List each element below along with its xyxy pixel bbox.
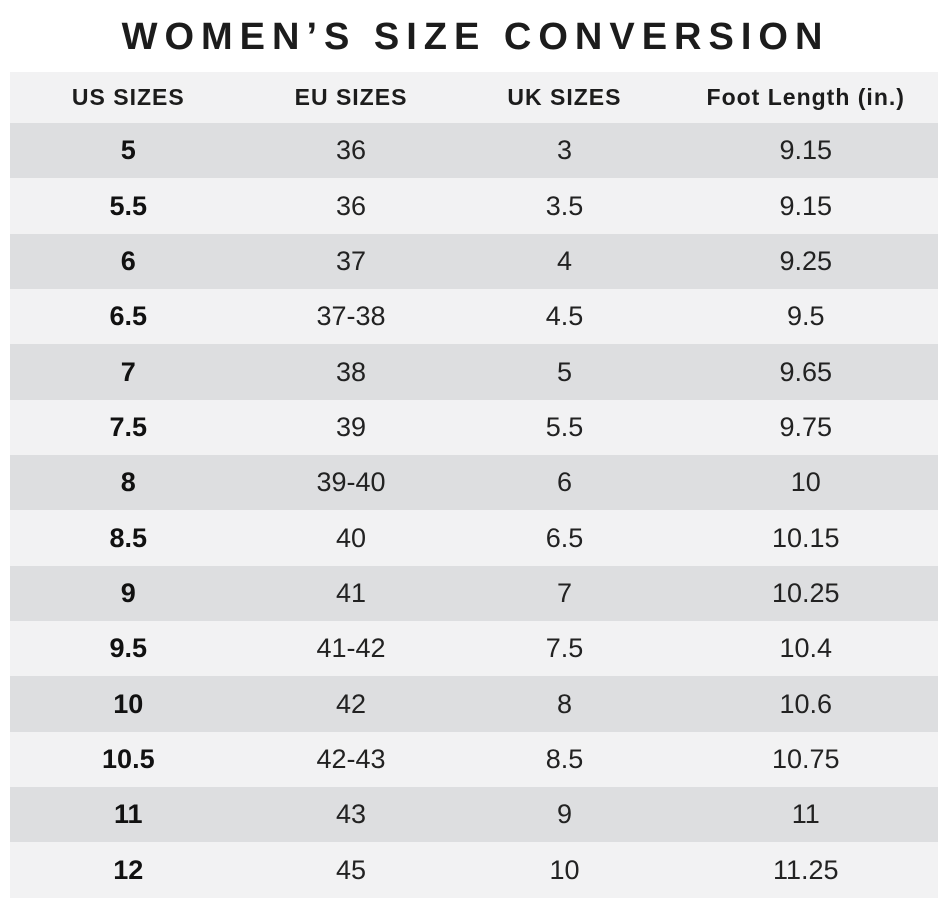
us-size-cell: 7 (120, 356, 136, 387)
uk-size-cell: 6.5 (545, 522, 584, 553)
uk-size-cell: 3.5 (545, 190, 584, 221)
table-row: 7 38 5 9.65 (10, 344, 938, 400)
us-size-cell: 7.5 (109, 411, 148, 442)
foot-length-cell: 9.65 (779, 356, 833, 387)
us-size-cell: 5 (120, 135, 136, 166)
table-row: 5.5 36 3.5 9.15 (10, 178, 938, 234)
table-row: 12 45 10 11.25 (10, 842, 938, 898)
eu-size-cell: 39-40 (316, 467, 386, 498)
foot-length-cell: 9.15 (779, 190, 833, 221)
column-header-foot-length: Foot Length (in.) (706, 84, 905, 110)
eu-size-cell: 39 (336, 411, 367, 442)
table-row: 10 42 8 10.6 (10, 676, 938, 732)
eu-size-cell: 40 (336, 522, 367, 553)
column-header-uk-sizes: UK SIZES (507, 84, 622, 110)
table-header-row: US SIZES EU SIZES UK SIZES Foot Length (… (10, 72, 938, 123)
foot-length-cell: 9.25 (779, 245, 833, 276)
uk-size-cell: 9 (556, 799, 572, 830)
us-size-cell: 11 (114, 799, 143, 830)
uk-size-cell: 4 (556, 245, 572, 276)
table-row: 9.5 41-42 7.5 10.4 (10, 621, 938, 677)
eu-size-cell: 42-43 (316, 743, 386, 774)
eu-size-cell: 41 (336, 577, 367, 608)
us-size-cell: 6.5 (109, 301, 148, 332)
table-row: 6 37 4 9.25 (10, 233, 938, 290)
us-size-cell: 9.5 (109, 633, 148, 664)
foot-length-cell: 10.15 (771, 522, 840, 553)
eu-size-cell: 37 (336, 245, 367, 276)
foot-length-cell: 10.25 (771, 577, 840, 608)
foot-length-cell: 11.25 (772, 854, 839, 885)
foot-length-cell: 10.75 (771, 743, 840, 774)
table-row: 8.5 40 6.5 10.15 (10, 510, 938, 566)
eu-size-cell: 45 (336, 854, 367, 885)
eu-size-cell: 43 (336, 799, 367, 830)
foot-length-cell: 10 (790, 467, 821, 498)
us-size-cell: 9 (120, 577, 136, 608)
size-conversion-table: US SIZES EU SIZES UK SIZES Foot Length (… (10, 72, 938, 898)
foot-length-cell: 10.4 (779, 633, 833, 664)
uk-size-cell: 5.5 (545, 411, 584, 442)
uk-size-cell: 10 (549, 854, 580, 885)
table-row: 8 39-40 6 10 (10, 455, 938, 511)
eu-size-cell: 37-38 (316, 301, 386, 332)
uk-size-cell: 8.5 (545, 743, 584, 774)
us-size-cell: 10 (113, 688, 144, 719)
foot-length-cell: 9.15 (779, 135, 833, 166)
us-size-cell: 5.5 (109, 190, 148, 221)
table-row: 9 41 7 10.25 (10, 565, 938, 622)
column-header-eu-sizes: EU SIZES (294, 84, 408, 110)
uk-size-cell: 4.5 (545, 301, 584, 332)
table-row: 11 43 9 11 (10, 787, 938, 843)
eu-size-cell: 38 (336, 356, 367, 387)
us-size-cell: 6 (120, 245, 136, 276)
table-row: 7.5 39 5.5 9.75 (10, 399, 938, 456)
uk-size-cell: 6 (556, 467, 572, 498)
foot-length-cell: 11 (791, 799, 820, 830)
page-title: WOMEN’S SIZE CONVERSION (121, 16, 830, 58)
column-header-us-sizes: US SIZES (71, 84, 185, 110)
foot-length-cell: 9.75 (779, 411, 833, 442)
eu-size-cell: 41-42 (316, 633, 386, 664)
uk-size-cell: 8 (556, 688, 572, 719)
eu-size-cell: 42 (336, 688, 367, 719)
table-body: 5 36 3 9.15 5.5 36 3.5 9.15 6 37 4 9.25 6.5 37-38 4.5 9… (10, 123, 938, 898)
table-row: 5 36 3 9.15 (10, 123, 938, 179)
uk-size-cell: 3 (556, 135, 572, 166)
eu-size-cell: 36 (336, 190, 367, 221)
foot-length-cell: 9.5 (786, 301, 825, 332)
uk-size-cell: 7 (556, 577, 572, 608)
us-size-cell: 12 (113, 854, 144, 885)
table-row: 6.5 37-38 4.5 9.5 (10, 289, 938, 345)
eu-size-cell: 36 (336, 135, 367, 166)
uk-size-cell: 7.5 (545, 633, 584, 664)
foot-length-cell: 10.6 (779, 688, 833, 719)
us-size-cell: 10.5 (102, 743, 155, 774)
table-row: 10.5 42-43 8.5 10.75 (10, 731, 938, 788)
us-size-cell: 8.5 (109, 522, 148, 553)
us-size-cell: 8 (120, 467, 136, 498)
uk-size-cell: 5 (556, 356, 572, 387)
